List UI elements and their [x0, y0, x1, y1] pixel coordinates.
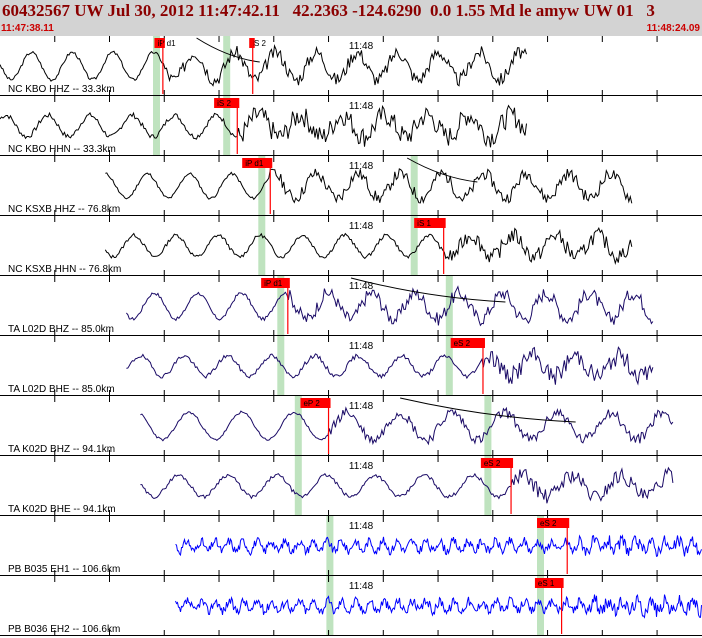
- time-window-band: [294, 396, 302, 456]
- channel-label: PB B035 EH1 -- 106.6km: [8, 564, 120, 575]
- phase-pick-flag[interactable]: [261, 278, 290, 288]
- trace-row[interactable]: 11:48 iP d1 iS 2 NC KBO HHZ -- 33.3km: [0, 36, 702, 96]
- time-window-band: [410, 216, 418, 276]
- minute-label: 11:48: [349, 401, 374, 412]
- time-window-band: [294, 456, 302, 516]
- phase-pick-label: eS 1: [538, 579, 555, 588]
- minute-label: 11:48: [349, 521, 374, 532]
- waveform: [140, 406, 674, 446]
- time-window-band: [484, 456, 492, 516]
- time-window-band: [258, 216, 266, 276]
- time-window-band: [223, 96, 231, 156]
- minute-label: 11:48: [349, 161, 374, 172]
- time-start-label: 11:47:38.11: [1, 23, 54, 34]
- waveform: [175, 534, 702, 557]
- time-window-band: [410, 156, 418, 216]
- minute-label: 11:48: [349, 101, 374, 112]
- trace-row[interactable]: 11:48 eS 2 PB B035 EH1 -- 106.6km: [0, 516, 702, 576]
- time-window-band: [537, 576, 544, 636]
- time-window-band: [445, 336, 453, 396]
- trace-panel[interactable]: 11:48 iP d1 iS 2 NC KBO HHZ -- 33.3km 11:48 i…: [0, 36, 702, 638]
- phase-pick-label: iP d1: [157, 39, 176, 48]
- channel-label: TA K02D BHZ -- 94.1km: [8, 444, 115, 455]
- time-window-band: [223, 36, 231, 96]
- trace-row[interactable]: 11:48 iS 2 NC KBO HHN -- 33.3km: [0, 96, 702, 156]
- trace-row[interactable]: 11:48 iP d1 NC KSXB HHZ -- 76.8km: [0, 156, 702, 216]
- phase-pick-flag[interactable]: [537, 518, 570, 528]
- phase-pick-flag[interactable]: [214, 98, 240, 108]
- event-header: 60432567 UW Jul 30, 2012 11:47:42.11 42.…: [0, 0, 702, 36]
- trace-row[interactable]: 11:48 iP d1 TA L02D BHZ -- 85.0km: [0, 276, 702, 336]
- waveform: [126, 285, 654, 327]
- minute-label: 11:48: [349, 461, 374, 472]
- time-window-band: [484, 396, 492, 456]
- phase-pick-label: iP d1: [245, 159, 264, 168]
- time-window-band: [326, 576, 334, 636]
- waveform: [126, 346, 654, 386]
- phase-pick-flag[interactable]: [480, 458, 514, 468]
- channel-label: PB B036 EH2 -- 106.6km: [8, 624, 120, 635]
- phase-pick-flag[interactable]: [534, 578, 564, 588]
- trace-row[interactable]: 11:48 eP 2 TA K02D BHZ -- 94.1km: [0, 396, 702, 456]
- time-end-label: 11:48:24.09: [646, 23, 700, 34]
- event-title: 60432567 UW Jul 30, 2012 11:47:42.11 42.…: [2, 1, 655, 20]
- trace-row[interactable]: 11:48 iS 1 NC KSXB HHN -- 76.8km: [0, 216, 702, 276]
- channel-label: TA L02D BHZ -- 85.0km: [8, 324, 114, 335]
- channel-label: TA L02D BHE -- 85.0km: [8, 384, 115, 395]
- waveform: [104, 227, 633, 265]
- channel-label: NC KSXB HHZ -- 76.8km: [8, 204, 120, 215]
- time-window-band: [258, 156, 266, 216]
- channel-label: NC KSXB HHN -- 76.8km: [8, 264, 121, 275]
- moveout-curve: [406, 157, 478, 183]
- time-window-band: [153, 96, 160, 156]
- trace-row[interactable]: 11:48 eS 2 TA L02D BHE -- 85.0km: [0, 336, 702, 396]
- minute-label: 11:48: [349, 281, 374, 292]
- minute-label: 11:48: [349, 221, 374, 232]
- moveout-curve: [400, 397, 576, 423]
- phase-pick-label: eS 2: [484, 459, 501, 468]
- waveform: [175, 594, 702, 619]
- trace-row[interactable]: 11:48 eS 1 PB B036 EH2 -- 106.6km: [0, 576, 702, 636]
- waveform: [0, 104, 527, 148]
- waveform: [0, 44, 527, 87]
- channel-label: TA K02D BHE -- 94.1km: [8, 504, 116, 515]
- time-window-band: [277, 336, 285, 396]
- phase-pick-label: eS 2: [540, 519, 557, 528]
- moveout-curve: [350, 277, 506, 303]
- phase-pick-flag[interactable]: [300, 398, 331, 408]
- phase-pick-label: iP d1: [264, 279, 283, 288]
- phase-pick-label: eS 2: [454, 339, 471, 348]
- phase-pick-flag[interactable]: [450, 338, 485, 348]
- minute-label: 11:48: [349, 41, 374, 52]
- phase-pick-flag[interactable]: [242, 158, 273, 168]
- phase-pick-flag[interactable]: [414, 218, 446, 228]
- trace-row[interactable]: 11:48 eS 2 TA K02D BHE -- 94.1km: [0, 456, 702, 516]
- channel-label: NC KBO HHZ -- 33.3km: [8, 84, 115, 95]
- phase-pick-label: iS 2: [252, 39, 266, 48]
- waveform: [105, 168, 633, 204]
- phase-pick-label: iS 1: [417, 219, 431, 228]
- time-window-band: [153, 36, 160, 96]
- channel-label: NC KBO HHN -- 33.3km: [8, 144, 116, 155]
- moveout-curve: [196, 37, 260, 63]
- phase-pick-flag[interactable]: [154, 38, 165, 48]
- waveform: [140, 466, 674, 504]
- time-window-band: [277, 276, 285, 336]
- phase-pick-flag[interactable]: [249, 38, 255, 48]
- minute-label: 11:48: [349, 341, 374, 352]
- phase-pick-label: eP 2: [303, 399, 320, 408]
- phase-pick-label: iS 2: [217, 99, 231, 108]
- minute-label: 11:48: [349, 581, 374, 592]
- time-window-band: [537, 516, 544, 576]
